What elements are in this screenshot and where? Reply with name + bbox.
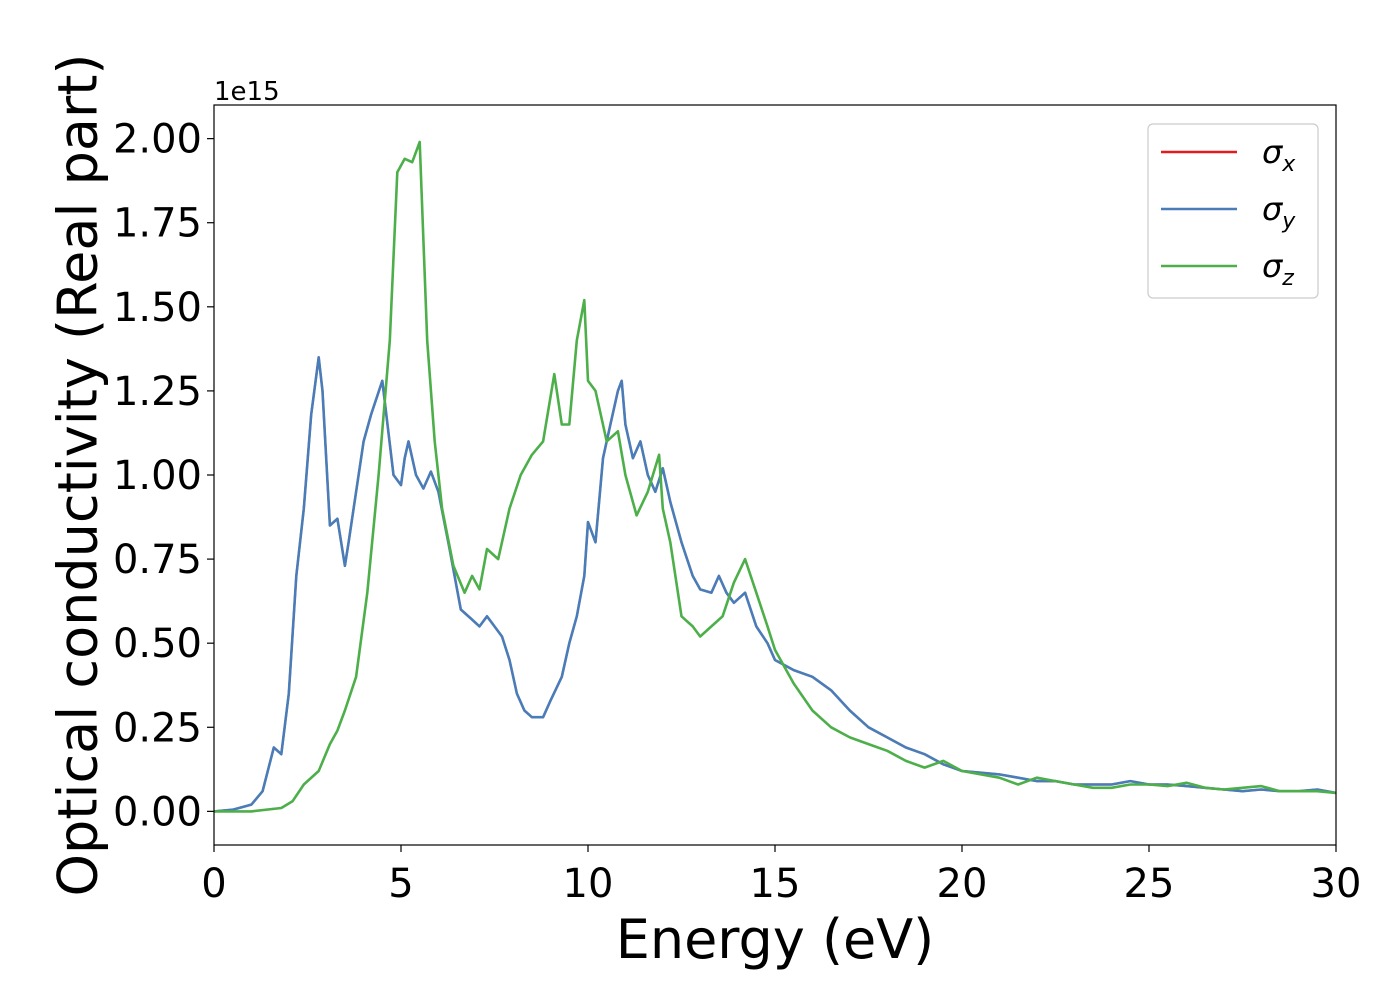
legend-label-y: σy — [1262, 190, 1296, 234]
y-tick-label: 1.50 — [113, 285, 202, 331]
legend-label-sub: z — [1281, 266, 1294, 291]
y-offset-label: 1e15 — [214, 77, 280, 107]
legend-label-main: σ — [1262, 190, 1284, 228]
legend-box — [1147, 123, 1319, 299]
x-tick-label: 20 — [937, 861, 988, 907]
y-tick-label: 0.00 — [113, 789, 202, 835]
y-tick-label: 0.50 — [113, 621, 202, 667]
y-tick-label: 1.25 — [113, 369, 202, 415]
x-tick-label: 5 — [388, 861, 413, 907]
y-tick-label: 0.25 — [113, 705, 202, 751]
y-tick-label: 2.00 — [113, 117, 202, 163]
x-tick-label: 10 — [563, 861, 614, 907]
legend-label-sub: x — [1281, 152, 1296, 177]
y-axis-ticks: 0.00 0.25 0.50 0.75 1.00 1.25 1.50 1.75 2.00 — [113, 117, 214, 835]
legend-label-main: σ — [1262, 133, 1284, 171]
plot-frame — [213, 104, 1337, 846]
legend-label-main: σ — [1262, 247, 1284, 285]
legend-label-x: σx — [1262, 133, 1296, 177]
y-tick-label: 1.00 — [113, 453, 202, 499]
legend-label-sub: y — [1281, 209, 1296, 234]
y-tick-label: 1.75 — [113, 201, 202, 247]
y-tick-label: 0.75 — [113, 537, 202, 583]
legend-label-z: σz — [1262, 247, 1294, 291]
x-tick-label: 0 — [201, 861, 226, 907]
series-lines — [213, 140, 1337, 813]
x-axis-title: Energy (eV) — [616, 908, 935, 971]
x-tick-label: 25 — [1124, 861, 1175, 907]
x-axis-ticks: 0 5 10 15 20 25 30 — [201, 845, 1361, 907]
y-axis-title: Optical conductivity (Real part) — [47, 54, 110, 897]
x-tick-label: 15 — [750, 861, 801, 907]
x-tick-label: 30 — [1311, 861, 1362, 907]
series-line-z — [214, 140, 1337, 813]
